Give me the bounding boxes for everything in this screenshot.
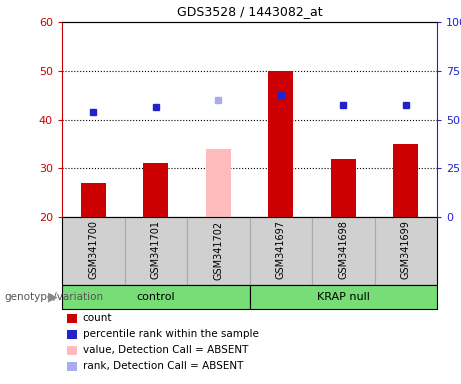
Text: control: control xyxy=(136,292,175,302)
Text: rank, Detection Call = ABSENT: rank, Detection Call = ABSENT xyxy=(83,361,243,371)
Title: GDS3528 / 1443082_at: GDS3528 / 1443082_at xyxy=(177,5,322,18)
Bar xyxy=(312,217,374,285)
Text: ▶: ▶ xyxy=(48,291,58,303)
Text: GSM341700: GSM341700 xyxy=(88,220,98,280)
Text: GSM341698: GSM341698 xyxy=(338,220,348,279)
Text: count: count xyxy=(83,313,112,323)
Bar xyxy=(124,217,187,285)
Bar xyxy=(187,217,249,285)
Bar xyxy=(374,217,437,285)
Bar xyxy=(331,159,356,217)
Bar xyxy=(62,217,124,285)
Text: GSM341701: GSM341701 xyxy=(151,220,161,280)
Text: value, Detection Call = ABSENT: value, Detection Call = ABSENT xyxy=(83,345,248,355)
Bar xyxy=(81,183,106,217)
Bar xyxy=(249,217,312,285)
Bar xyxy=(393,144,418,217)
Text: GSM341702: GSM341702 xyxy=(213,220,223,280)
Bar xyxy=(268,71,293,217)
Text: KRAP null: KRAP null xyxy=(317,292,370,302)
Bar xyxy=(143,163,168,217)
Bar xyxy=(249,285,437,309)
Text: GSM341697: GSM341697 xyxy=(276,220,286,280)
Bar xyxy=(62,285,249,309)
Text: GSM341699: GSM341699 xyxy=(401,220,411,279)
Text: percentile rank within the sample: percentile rank within the sample xyxy=(83,329,259,339)
Text: genotype/variation: genotype/variation xyxy=(5,292,104,302)
Bar xyxy=(206,149,231,217)
